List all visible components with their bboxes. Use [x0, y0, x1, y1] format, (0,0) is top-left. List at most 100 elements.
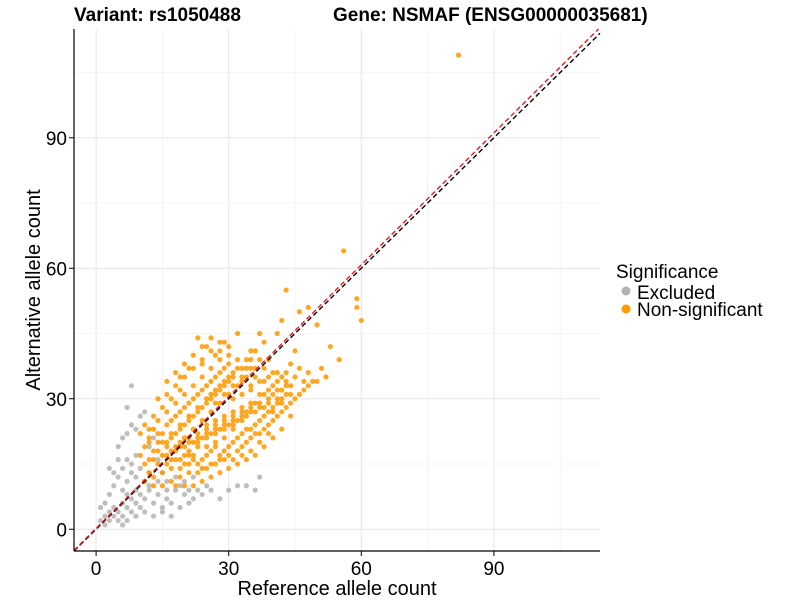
point-non-significant	[173, 400, 179, 406]
point-non-significant	[341, 248, 347, 254]
point-excluded	[106, 465, 112, 471]
point-excluded	[115, 474, 121, 480]
point-non-significant	[248, 409, 254, 415]
point-non-significant	[190, 439, 196, 445]
point-non-significant	[177, 374, 183, 380]
chart-title-variant: Variant: rs1050488	[74, 5, 241, 26]
point-non-significant	[199, 404, 205, 411]
point-non-significant	[186, 439, 192, 445]
point-non-significant	[186, 413, 192, 419]
point-non-significant	[252, 452, 258, 458]
point-non-significant	[177, 465, 183, 471]
point-non-significant	[279, 409, 285, 415]
point-non-significant	[230, 457, 236, 463]
point-non-significant	[283, 287, 289, 293]
point-excluded	[150, 435, 157, 441]
point-non-significant	[274, 330, 280, 337]
point-non-significant	[199, 457, 205, 463]
point-non-significant	[358, 317, 364, 324]
point-non-significant	[190, 457, 196, 463]
point-non-significant	[243, 457, 249, 463]
point-non-significant	[265, 430, 272, 437]
point-non-significant	[305, 383, 311, 389]
point-excluded	[115, 517, 121, 524]
point-excluded	[204, 483, 210, 489]
point-excluded	[195, 487, 201, 493]
point-non-significant	[177, 439, 183, 445]
point-non-significant	[248, 435, 254, 441]
point-non-significant	[270, 391, 276, 397]
point-non-significant	[221, 417, 227, 424]
point-non-significant	[270, 370, 276, 376]
y-tick-label: 60	[46, 259, 67, 280]
point-non-significant	[146, 426, 152, 432]
reference-line-identity	[73, 32, 601, 552]
point-non-significant	[177, 422, 183, 428]
point-non-significant	[190, 365, 196, 371]
point-non-significant	[248, 383, 254, 389]
point-non-significant	[195, 335, 201, 341]
point-non-significant	[296, 365, 303, 371]
point-non-significant	[274, 387, 280, 393]
point-excluded	[137, 491, 143, 498]
point-non-significant	[208, 430, 214, 437]
point-non-significant	[164, 409, 170, 415]
point-non-significant	[204, 383, 210, 389]
point-excluded	[234, 483, 241, 489]
point-non-significant	[159, 439, 166, 445]
point-non-significant	[239, 444, 245, 450]
point-non-significant	[239, 404, 245, 411]
point-non-significant	[226, 374, 232, 380]
point-non-significant	[221, 339, 227, 345]
point-non-significant	[195, 404, 201, 411]
point-excluded	[133, 500, 139, 506]
point-non-significant	[265, 422, 272, 428]
point-excluded	[146, 444, 152, 450]
point-excluded	[164, 496, 170, 502]
point-non-significant	[305, 370, 311, 376]
point-non-significant	[186, 452, 192, 458]
point-non-significant	[181, 361, 188, 367]
point-non-significant	[217, 400, 223, 406]
point-non-significant	[155, 439, 161, 445]
point-non-significant	[221, 391, 227, 397]
point-non-significant	[155, 448, 161, 454]
point-excluded	[106, 491, 112, 498]
point-non-significant	[217, 457, 223, 463]
point-excluded	[102, 500, 108, 506]
point-non-significant	[150, 413, 157, 419]
point-excluded	[137, 413, 143, 419]
point-non-significant	[226, 352, 232, 358]
y-tick-label: 90	[46, 129, 67, 150]
point-non-significant	[234, 357, 241, 363]
point-non-significant	[217, 470, 223, 476]
point-non-significant	[142, 444, 148, 450]
point-excluded	[181, 491, 188, 498]
point-excluded	[115, 457, 121, 463]
point-non-significant	[261, 426, 267, 432]
point-non-significant	[287, 413, 294, 419]
point-excluded	[128, 461, 135, 467]
point-non-significant	[301, 387, 307, 393]
point-non-significant	[217, 452, 223, 458]
legend: Significance Excluded Non-significant	[616, 262, 763, 321]
point-non-significant	[248, 448, 254, 454]
point-non-significant	[336, 357, 342, 363]
point-non-significant	[234, 435, 241, 441]
chart-title-gene: Gene: NSMAF (ENSG00000035681)	[333, 5, 648, 26]
point-non-significant	[199, 435, 205, 441]
point-non-significant	[159, 470, 166, 476]
point-excluded	[120, 465, 126, 471]
point-non-significant	[150, 474, 157, 480]
point-excluded	[146, 487, 152, 493]
point-non-significant	[257, 357, 263, 363]
point-non-significant	[230, 409, 236, 415]
point-non-significant	[186, 417, 192, 424]
point-non-significant	[181, 374, 188, 380]
point-non-significant	[252, 400, 258, 406]
point-excluded	[168, 513, 174, 519]
point-excluded	[190, 474, 196, 480]
point-non-significant	[221, 365, 227, 371]
point-non-significant	[164, 461, 170, 467]
legend-marker-non-significant	[621, 304, 631, 314]
